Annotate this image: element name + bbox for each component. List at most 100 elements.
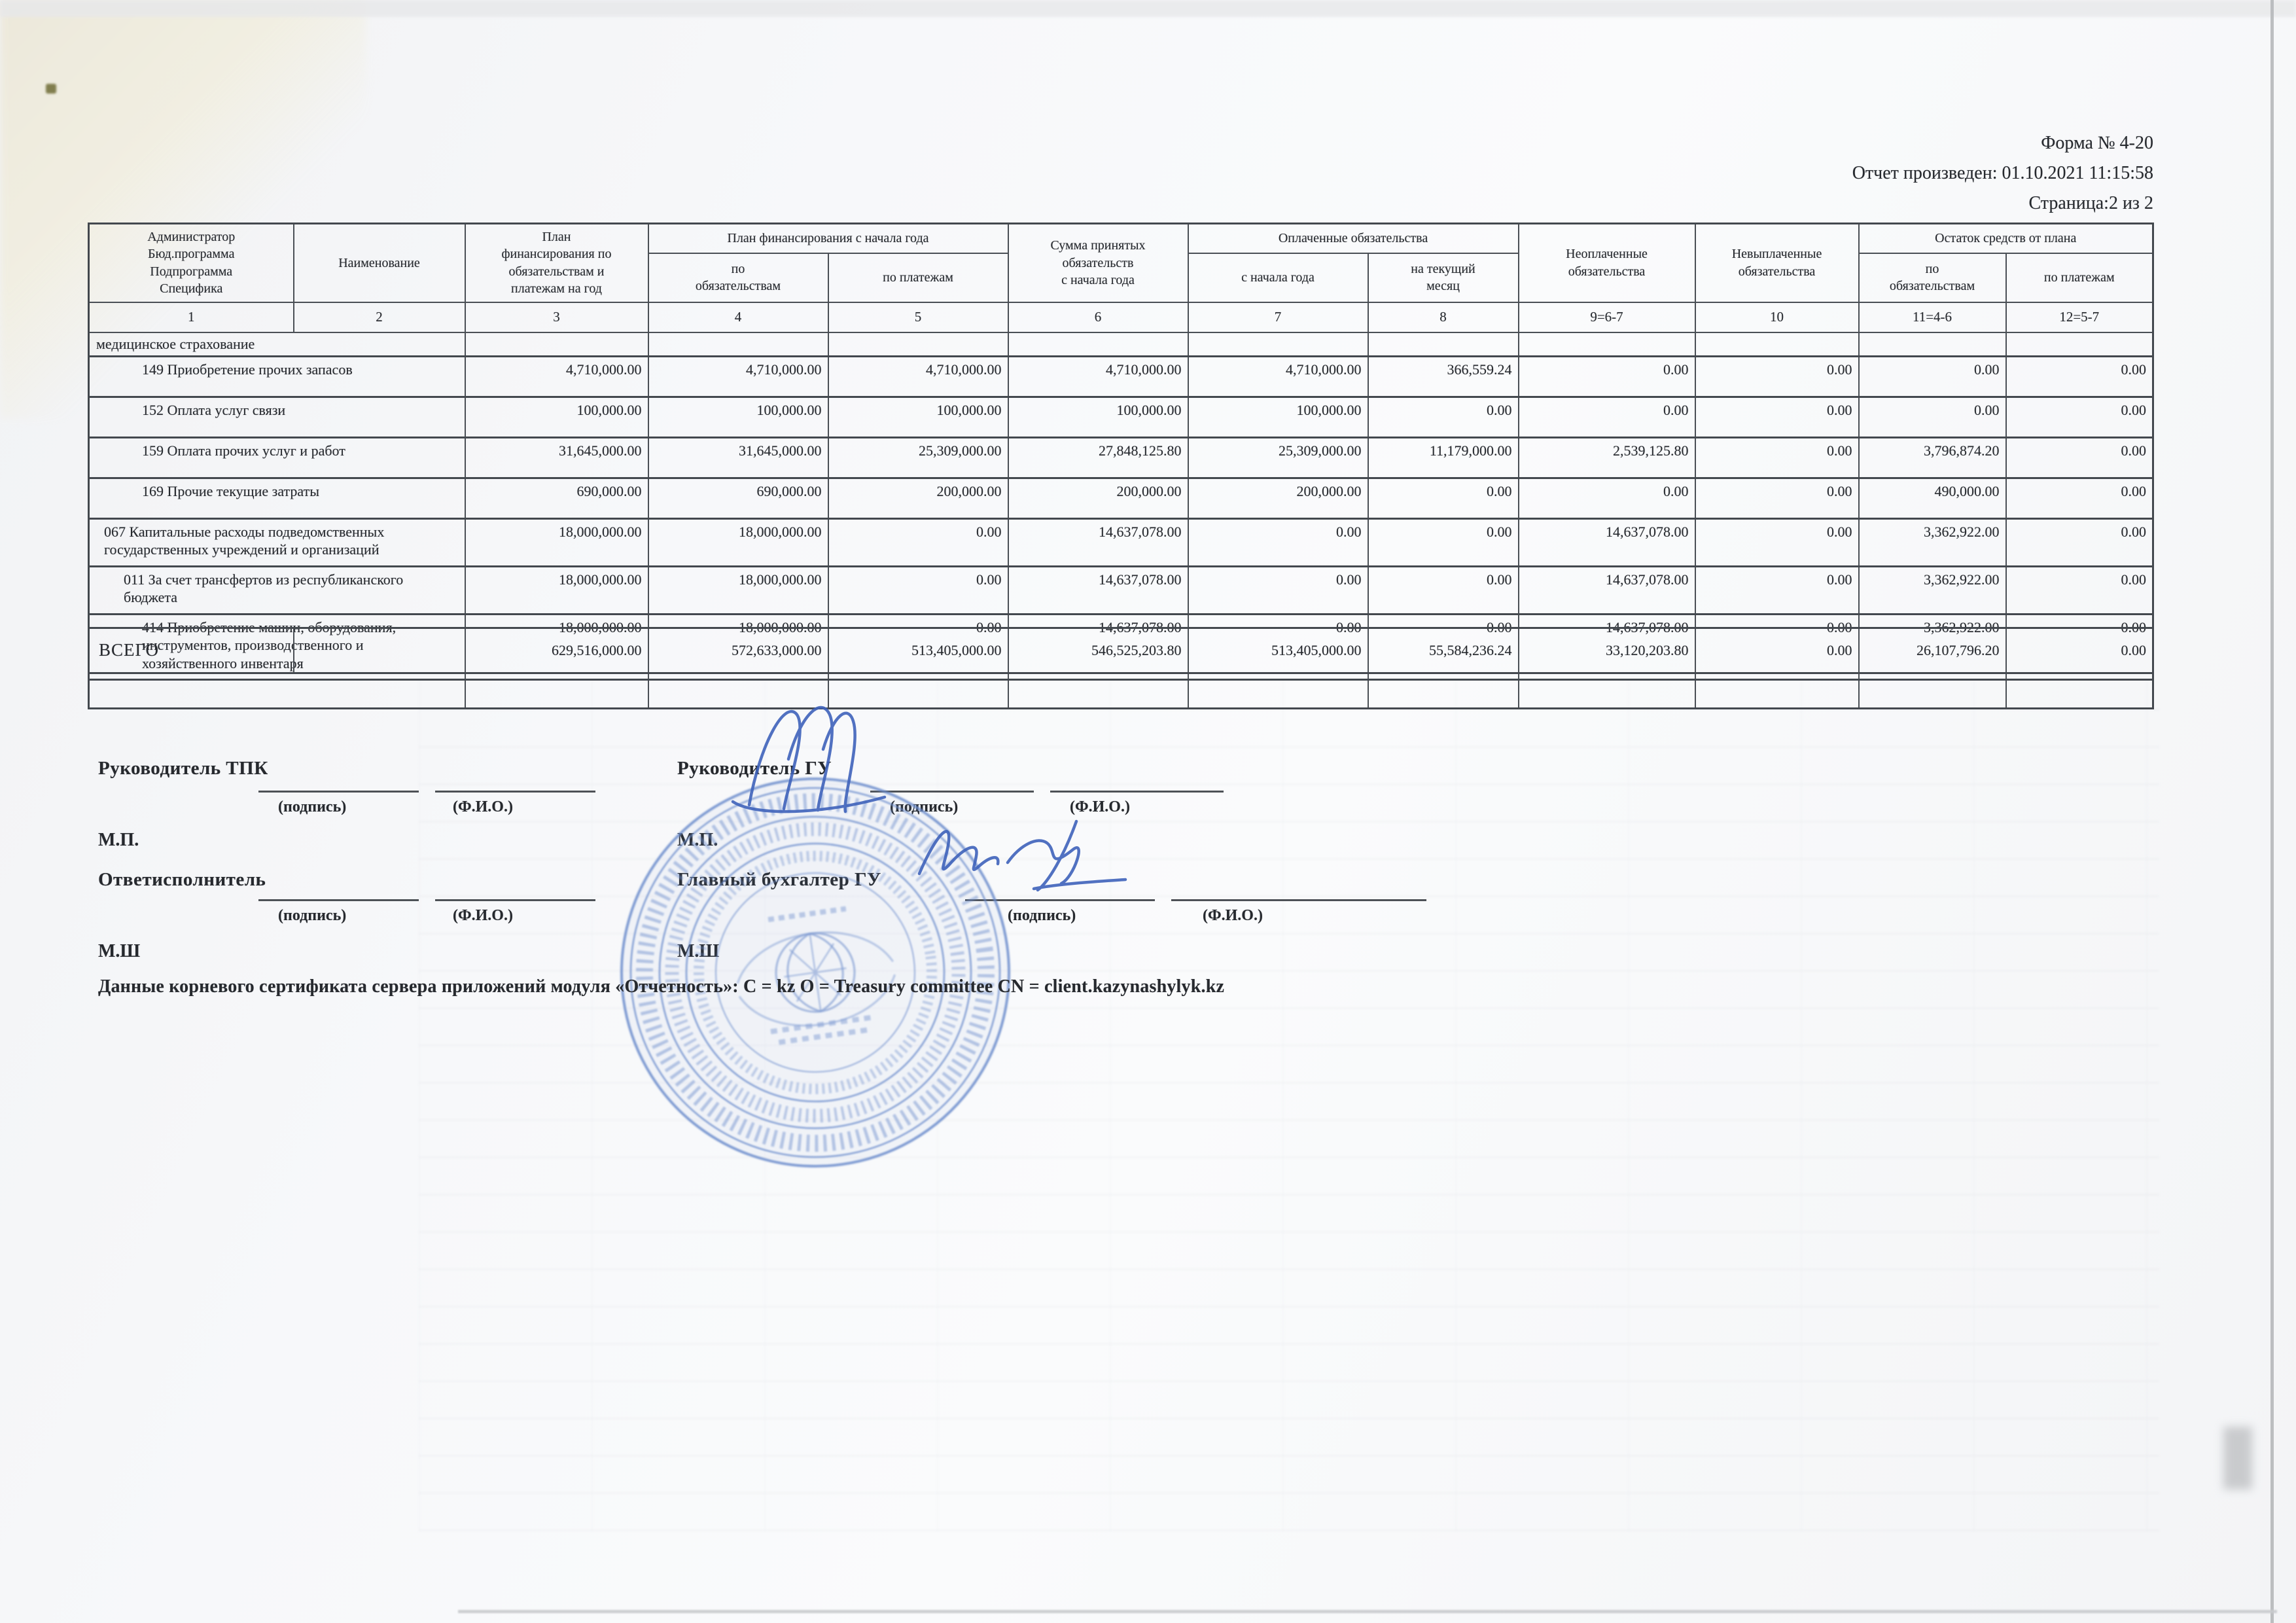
row-label: 011 За счет трансфертов из республиканск… [88, 565, 466, 615]
cell-value: 690,000.00 [464, 477, 649, 520]
name-blank-line [435, 791, 595, 793]
cell-value [1187, 331, 1369, 357]
cell-value: 0.00 [1694, 396, 1860, 438]
cell-value: 11,179,000.00 [1367, 437, 1519, 479]
cell-value [464, 679, 649, 709]
cell-value: 366,559.24 [1367, 355, 1519, 398]
cell-value: 0.00 [1858, 355, 2007, 398]
cell-value: 0.00 [1694, 437, 1860, 479]
col-number: 4 [647, 301, 829, 333]
signature-blank-line [870, 791, 1034, 793]
col-number: 6 [1007, 301, 1189, 333]
cell-value: 0.00 [1367, 518, 1519, 567]
official-stamp [620, 777, 1010, 1168]
scan-bottom-edge [458, 1610, 2277, 1613]
cell-value [1517, 679, 1696, 709]
cell-value: 0.00 [1367, 396, 1519, 438]
signature-stroke [747, 709, 802, 811]
row-label: 169 Прочие текущие затраты [88, 477, 466, 520]
total-empty-cell [292, 627, 466, 674]
header-plan-by-payments: по платежам [827, 253, 1009, 303]
cell-value: 0.00 [827, 565, 1009, 615]
total-label: ВСЕГО [88, 627, 294, 674]
header-unpaid-obligations: Неоплаченные обязательства [1517, 223, 1696, 303]
cell-value: 0.00 [2005, 396, 2154, 438]
cell-value: 14,637,078.00 [1007, 565, 1189, 615]
name-blank-line [1050, 791, 1224, 793]
total-value: 513,405,000.00 [827, 627, 1009, 674]
cell-value [647, 679, 829, 709]
cell-value: 25,309,000.00 [827, 437, 1009, 479]
cell-value: 0.00 [1367, 477, 1519, 520]
cell-value [647, 331, 829, 357]
row-label: 149 Приобретение прочих запасов [88, 355, 466, 398]
cell-value: 14,637,078.00 [1517, 565, 1696, 615]
header-undisbursed-obligations: Невыплаченные обязательства [1694, 223, 1860, 303]
seal-msh-right: М.Ш [677, 941, 719, 962]
cell-value [2005, 679, 2154, 709]
signature-blank-line [258, 899, 419, 901]
header-annual-plan: План финансирования по обязательствам и … [464, 223, 649, 303]
table-row: 169 Прочие текущие затраты 690,000.00 690,… [88, 477, 2154, 520]
cell-value: 100,000.00 [464, 396, 649, 438]
cell-value [464, 331, 649, 357]
cell-value: 490,000.00 [1858, 477, 2007, 520]
signature-blank-line [965, 899, 1155, 901]
row-label: 159 Оплата прочих услуг и работ [88, 437, 466, 479]
handwritten-signatures [731, 705, 1127, 892]
cell-value: 0.00 [1367, 565, 1519, 615]
header-name: Наименование [292, 223, 466, 303]
cell-value: 100,000.00 [1187, 396, 1369, 438]
total-table: ВСЕГО 629,516,000.00 572,633,000.00 513,… [88, 627, 2154, 674]
cell-value: 18,000,000.00 [464, 518, 649, 567]
total-value: 572,633,000.00 [647, 627, 829, 674]
scan-right-edge [2270, 0, 2274, 1623]
cell-value [1007, 679, 1189, 709]
cell-value: 25,309,000.00 [1187, 437, 1369, 479]
total-value: 513,405,000.00 [1187, 627, 1369, 674]
scan-speck [46, 84, 56, 94]
signature-stroke [1006, 839, 1080, 885]
signature-stroke [1036, 819, 1078, 892]
cell-value: 18,000,000.00 [464, 565, 649, 615]
cell-value [1187, 679, 1369, 709]
total-value: 33,120,203.80 [1517, 627, 1696, 674]
col-number: 8 [1367, 301, 1519, 333]
cell-value: 690,000.00 [647, 477, 829, 520]
cell-value [1367, 679, 1519, 709]
name-caption: (Ф.И.О.) [453, 798, 513, 815]
signature-stroke [731, 795, 887, 813]
cell-value: 3,796,874.20 [1858, 437, 2007, 479]
sign-caption: (подпись) [278, 798, 347, 815]
header-plan-by-obligations: по обязательствам [647, 253, 829, 303]
cell-value: 0.00 [2005, 518, 2154, 567]
cell-value [1694, 331, 1860, 357]
col-number: 12=5-7 [2005, 301, 2154, 333]
spacer-row [88, 679, 2154, 709]
name-blank-line [435, 899, 595, 901]
cell-value: 4,710,000.00 [1007, 355, 1189, 398]
total-value: 0.00 [1694, 627, 1860, 674]
header-rest-by-obligations: по обязательствам [1858, 253, 2007, 303]
certificate-line: Данные корневого сертификата сервера при… [98, 976, 1225, 997]
cell-value: 4,710,000.00 [464, 355, 649, 398]
cell-value [2005, 331, 2154, 357]
cell-value: 200,000.00 [1187, 477, 1369, 520]
cell-value [1007, 331, 1189, 357]
row-label: 152 Оплата услуг связи [88, 396, 466, 438]
cell-value: 4,710,000.00 [1187, 355, 1369, 398]
section-row: медицинское страхование [88, 331, 2154, 357]
header-paid-current-month: на текущий месяц [1367, 253, 1519, 303]
cell-value: 0.00 [1694, 355, 1860, 398]
seal-mp-left: М.П. [98, 830, 139, 850]
name-caption: (Ф.И.О.) [1203, 907, 1263, 924]
header-administrator: Администратор Бюд.программа Подпрограмма… [88, 223, 294, 303]
doc-header: Форма № 4-20 Отчет произведен: 01.10.202… [1852, 128, 2153, 219]
seal-msh-left: М.Ш [98, 941, 141, 961]
cell-value: 0.00 [827, 518, 1009, 567]
cell-value: 0.00 [2005, 437, 2154, 479]
cell-value [827, 679, 1009, 709]
header-group-remainder: Остаток средств от плана [1858, 223, 2154, 255]
role-head-tpk: Руководитель ТПК [98, 758, 268, 779]
